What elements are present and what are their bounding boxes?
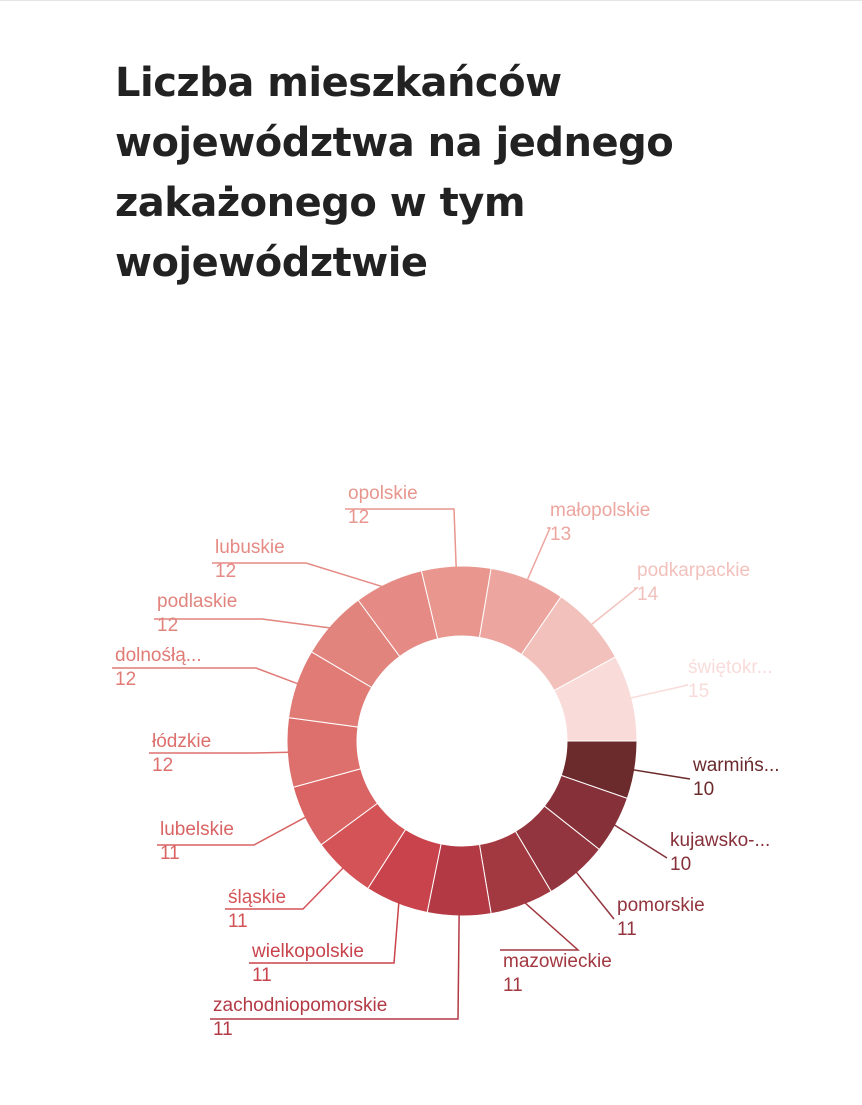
slice-value-7: 11 <box>160 843 180 864</box>
slice-value-9: 12 <box>115 669 136 690</box>
leader-line-5 <box>249 895 401 964</box>
slice-label-6: śląskie <box>228 887 286 908</box>
leader-line-7 <box>157 813 313 846</box>
slice-label-7: lubelskie <box>160 819 234 840</box>
leader-line-13 <box>523 527 552 587</box>
leader-line-0 <box>626 768 691 780</box>
leader-line-6 <box>225 862 349 910</box>
slice-value-14: 14 <box>637 584 659 605</box>
chart-title: Liczba mieszkańców województwa na jedneg… <box>115 60 674 286</box>
leader-line-14 <box>585 587 640 630</box>
leader-line-8 <box>149 751 296 754</box>
slice-value-3: 11 <box>503 975 523 996</box>
labels-group: warmińs...10kujawsko-...10pomorskie11maz… <box>115 483 780 1040</box>
slice-label-4: zachodniopomorskie <box>213 995 387 1016</box>
slice-value-0: 10 <box>693 779 714 800</box>
slice-label-14: podkarpackie <box>637 560 750 581</box>
slice-label-3: mazowieckie <box>503 951 612 972</box>
leader-line-11 <box>212 562 392 591</box>
leader-lines-group <box>112 508 691 1020</box>
slice-value-6: 11 <box>228 911 248 932</box>
leader-line-15 <box>623 684 689 701</box>
slice-value-1: 10 <box>670 854 691 875</box>
slice-label-10: podlaskie <box>157 591 237 612</box>
slice-value-15: 15 <box>688 681 709 702</box>
slice-value-4: 11 <box>213 1019 233 1040</box>
leader-line-12 <box>345 508 458 575</box>
slice-label-0: warmińs... <box>692 755 780 776</box>
slice-value-13: 13 <box>550 524 571 545</box>
slice-value-11: 12 <box>215 561 236 582</box>
leader-line-10 <box>154 618 339 630</box>
slice-label-11: lubuskie <box>215 537 285 558</box>
slices-group <box>286 565 638 917</box>
slice-label-1: kujawsko-... <box>670 830 770 851</box>
slice-label-13: małopolskie <box>550 500 650 521</box>
slice-label-2: pomorskie <box>617 895 705 916</box>
slice-15[interactable] <box>553 656 638 742</box>
slice-label-9: dolnośłą... <box>115 645 202 666</box>
slice-label-12: opolskie <box>348 483 418 504</box>
leader-line-2 <box>571 866 615 920</box>
leader-line-9 <box>112 667 305 687</box>
leader-line-4 <box>210 907 460 1020</box>
slice-label-15: świętokr... <box>688 657 772 678</box>
slice-label-5: wielkopolskie <box>251 941 364 962</box>
slice-value-10: 12 <box>157 615 178 636</box>
slice-value-8: 12 <box>152 755 173 776</box>
leader-line-1 <box>608 820 668 859</box>
leader-line-3 <box>500 897 580 951</box>
slice-value-12: 12 <box>348 507 369 528</box>
slice-label-8: łódzkie <box>152 731 211 752</box>
slice-value-5: 11 <box>252 965 272 986</box>
slice-value-2: 11 <box>617 919 637 940</box>
